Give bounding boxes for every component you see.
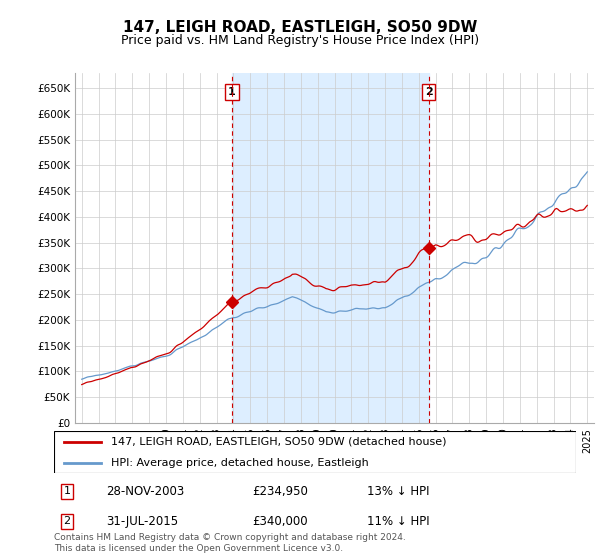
Text: 13% ↓ HPI: 13% ↓ HPI [367,485,430,498]
Text: Contains HM Land Registry data © Crown copyright and database right 2024.
This d: Contains HM Land Registry data © Crown c… [54,533,406,553]
Text: 1: 1 [228,87,236,97]
Text: £234,950: £234,950 [253,485,308,498]
Text: Price paid vs. HM Land Registry's House Price Index (HPI): Price paid vs. HM Land Registry's House … [121,34,479,46]
Bar [232,73,428,423]
Text: 28-NOV-2003: 28-NOV-2003 [106,485,184,498]
Text: 147, LEIGH ROAD, EASTLEIGH, SO50 9DW: 147, LEIGH ROAD, EASTLEIGH, SO50 9DW [123,20,477,35]
Text: 2: 2 [425,87,433,97]
Text: 31-JUL-2015: 31-JUL-2015 [106,515,178,528]
Text: 147, LEIGH ROAD, EASTLEIGH, SO50 9DW (detached house): 147, LEIGH ROAD, EASTLEIGH, SO50 9DW (de… [112,437,447,447]
Text: 1: 1 [64,487,71,496]
Text: HPI: Average price, detached house, Eastleigh: HPI: Average price, detached house, East… [112,458,369,468]
Text: 11% ↓ HPI: 11% ↓ HPI [367,515,430,528]
Text: £340,000: £340,000 [253,515,308,528]
Text: 2: 2 [64,516,71,526]
